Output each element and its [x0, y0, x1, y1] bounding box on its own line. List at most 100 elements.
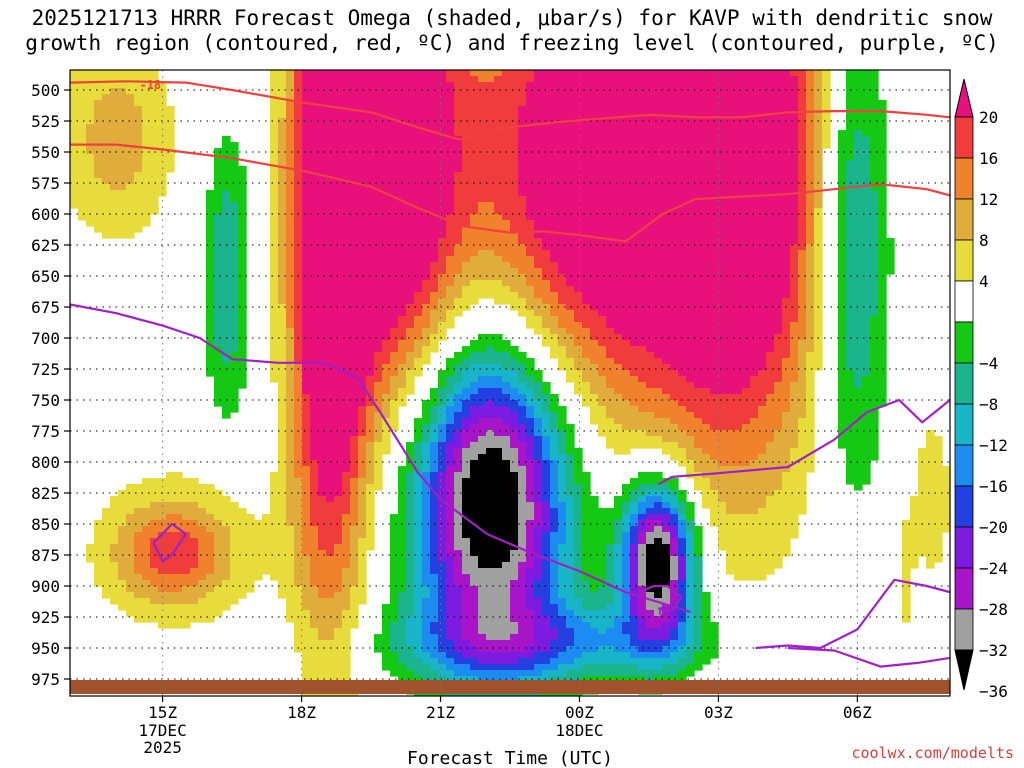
omega-cell	[518, 196, 527, 203]
omega-cell	[454, 598, 463, 605]
omega-cell	[582, 334, 591, 341]
omega-cell	[406, 298, 415, 305]
omega-cell	[446, 604, 455, 611]
omega-cell	[174, 532, 183, 539]
omega-cell	[550, 286, 559, 293]
omega-cell	[438, 406, 447, 413]
omega-cell	[478, 520, 487, 527]
omega-cell	[590, 214, 599, 221]
omega-cell	[518, 148, 527, 155]
omega-cell	[582, 250, 591, 257]
omega-cell	[286, 160, 295, 167]
omega-cell	[462, 130, 471, 137]
omega-cell	[518, 166, 527, 173]
omega-cell	[134, 214, 143, 221]
omega-cell	[174, 490, 183, 497]
omega-cell	[374, 250, 383, 257]
omega-cell	[326, 670, 335, 677]
omega-cell	[70, 88, 79, 95]
omega-cell	[70, 130, 79, 137]
omega-cell	[470, 382, 479, 389]
omega-cell	[502, 574, 511, 581]
omega-cell	[382, 292, 391, 299]
omega-cell	[294, 226, 303, 233]
omega-cell	[366, 82, 375, 89]
omega-cell	[590, 148, 599, 155]
omega-cell	[102, 118, 111, 125]
omega-cell	[278, 334, 287, 341]
omega-cell	[414, 136, 423, 143]
omega-cell	[342, 424, 351, 431]
omega-cell	[518, 418, 527, 425]
omega-cell	[326, 442, 335, 449]
omega-cell	[550, 490, 559, 497]
omega-cell	[582, 130, 591, 137]
omega-cell	[478, 352, 487, 359]
omega-cell	[406, 88, 415, 95]
omega-cell	[142, 184, 151, 191]
omega-cell	[486, 346, 495, 353]
omega-cell	[158, 502, 167, 509]
omega-cell	[454, 424, 463, 431]
omega-cell	[278, 256, 287, 263]
omega-cell	[294, 328, 303, 335]
omega-cell	[414, 616, 423, 623]
omega-cell	[574, 358, 583, 365]
omega-cell	[454, 142, 463, 149]
omega-cell	[518, 604, 527, 611]
omega-cell	[470, 196, 479, 203]
omega-cell	[478, 550, 487, 557]
omega-cell	[206, 508, 215, 515]
omega-cell	[430, 622, 439, 629]
omega-cell	[110, 82, 119, 89]
omega-cell	[462, 508, 471, 515]
omega-cell	[222, 532, 231, 539]
omega-cell	[502, 346, 511, 353]
omega-cell	[406, 376, 415, 383]
omega-cell	[550, 136, 559, 143]
omega-cell	[598, 364, 607, 371]
omega-cell	[494, 100, 503, 107]
omega-cell	[286, 256, 295, 263]
omega-cell	[342, 250, 351, 257]
omega-cell	[422, 412, 431, 419]
omega-cell	[478, 148, 487, 155]
omega-cell	[502, 514, 511, 521]
omega-cell	[358, 70, 367, 77]
omega-cell	[574, 124, 583, 131]
omega-cell	[270, 136, 279, 143]
omega-cell	[254, 574, 263, 581]
omega-cell	[342, 220, 351, 227]
omega-cell	[582, 346, 591, 353]
omega-cell	[550, 316, 559, 323]
omega-cell	[198, 484, 207, 491]
omega-cell	[486, 424, 495, 431]
omega-cell	[318, 160, 327, 167]
omega-cell	[302, 370, 311, 377]
omega-cell	[550, 580, 559, 587]
omega-cell	[318, 226, 327, 233]
omega-cell	[294, 526, 303, 533]
omega-cell	[366, 322, 375, 329]
omega-cell	[574, 340, 583, 347]
omega-cell	[494, 346, 503, 353]
omega-cell	[526, 490, 535, 497]
omega-cell	[494, 622, 503, 629]
omega-cell	[502, 634, 511, 641]
omega-cell	[382, 268, 391, 275]
omega-cell	[414, 670, 423, 677]
omega-cell	[598, 406, 607, 413]
omega-cell	[510, 466, 519, 473]
omega-cell	[470, 472, 479, 479]
omega-cell	[214, 202, 223, 209]
omega-cell	[478, 280, 487, 287]
omega-cell	[286, 346, 295, 353]
omega-cell	[574, 628, 583, 635]
omega-cell	[462, 244, 471, 251]
omega-cell	[270, 82, 279, 89]
omega-cell	[454, 244, 463, 251]
omega-cell	[358, 142, 367, 149]
omega-cell	[390, 322, 399, 329]
omega-cell	[326, 520, 335, 527]
omega-cell	[486, 112, 495, 119]
